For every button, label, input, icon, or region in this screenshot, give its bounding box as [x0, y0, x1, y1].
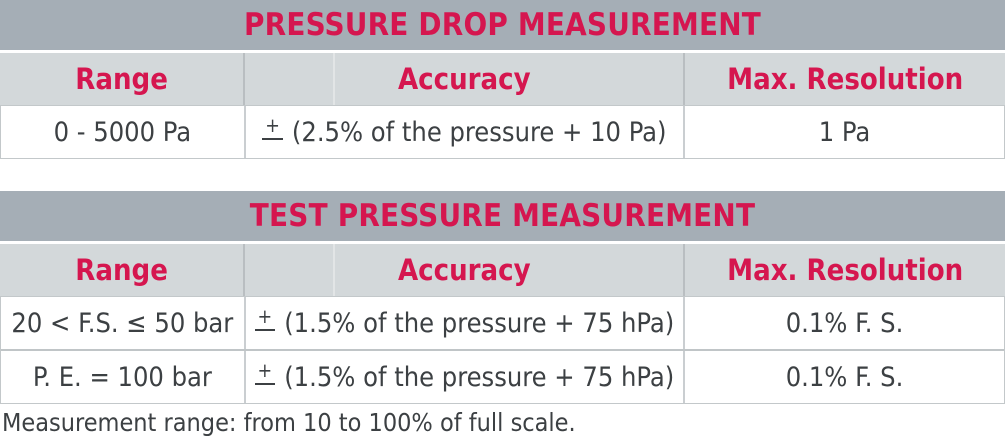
table-header-row: Range Accuracy Max. Resolution	[0, 53, 1005, 105]
range-value: 0 - 5000 Pa	[1, 106, 246, 158]
column-header-max-resolution: Max. Resolution	[727, 62, 964, 96]
tables-spacer	[0, 159, 1005, 191]
table-title: TEST PRESSURE MEASUREMENT	[0, 191, 1005, 241]
table-body: 20 < F.S. ≤ 50 bar + (1.5% of the pressu…	[0, 296, 1005, 404]
table-header-row: Range Accuracy Max. Resolution	[0, 244, 1005, 296]
accuracy-value: + (2.5% of the pressure + 10 Pa)	[246, 106, 686, 158]
accuracy-text: (1.5% of the pressure + 75 hPa)	[284, 361, 675, 393]
table-row: P. E. = 100 bar + (1.5% of the pressure …	[1, 349, 1004, 403]
column-header-range: Range	[0, 53, 246, 105]
accuracy-value: + (1.5% of the pressure + 75 hPa)	[246, 351, 686, 403]
column-header-max-resolution: Max. Resolution	[727, 253, 964, 287]
range-value: 20 < F.S. ≤ 50 bar	[1, 297, 246, 349]
resolution-value: 0.1% F. S.	[785, 361, 904, 393]
pressure-drop-table: PRESSURE DROP MEASUREMENT Range Accuracy…	[0, 0, 1005, 159]
measurement-range-footnote: Measurement range: from 10 to 100% of fu…	[2, 408, 576, 437]
plus-minus-symbol: +	[254, 360, 276, 386]
column-header-range: Range	[0, 244, 246, 296]
plus-minus-symbol: +	[262, 115, 283, 141]
table-body: 0 - 5000 Pa + (2.5% of the pressure + 10…	[0, 105, 1005, 159]
plus-minus-symbol: +	[254, 306, 276, 332]
resolution-value: 1 Pa	[818, 116, 871, 148]
table-row: 0 - 5000 Pa + (2.5% of the pressure + 10…	[1, 106, 1004, 158]
accuracy-text: (2.5% of the pressure + 10 Pa)	[291, 116, 667, 148]
resolution-value: 0.1% F. S.	[785, 307, 904, 339]
accuracy-value: + (1.5% of the pressure + 75 hPa)	[246, 297, 686, 349]
accuracy-text: (1.5% of the pressure + 75 hPa)	[284, 307, 675, 339]
table-row: 20 < F.S. ≤ 50 bar + (1.5% of the pressu…	[1, 297, 1004, 349]
test-pressure-table: TEST PRESSURE MEASUREMENT Range Accuracy…	[0, 191, 1005, 404]
table-title: PRESSURE DROP MEASUREMENT	[0, 0, 1005, 50]
column-header-accuracy: Accuracy	[245, 53, 686, 105]
range-value: P. E. = 100 bar	[1, 351, 246, 403]
column-header-accuracy: Accuracy	[245, 244, 686, 296]
